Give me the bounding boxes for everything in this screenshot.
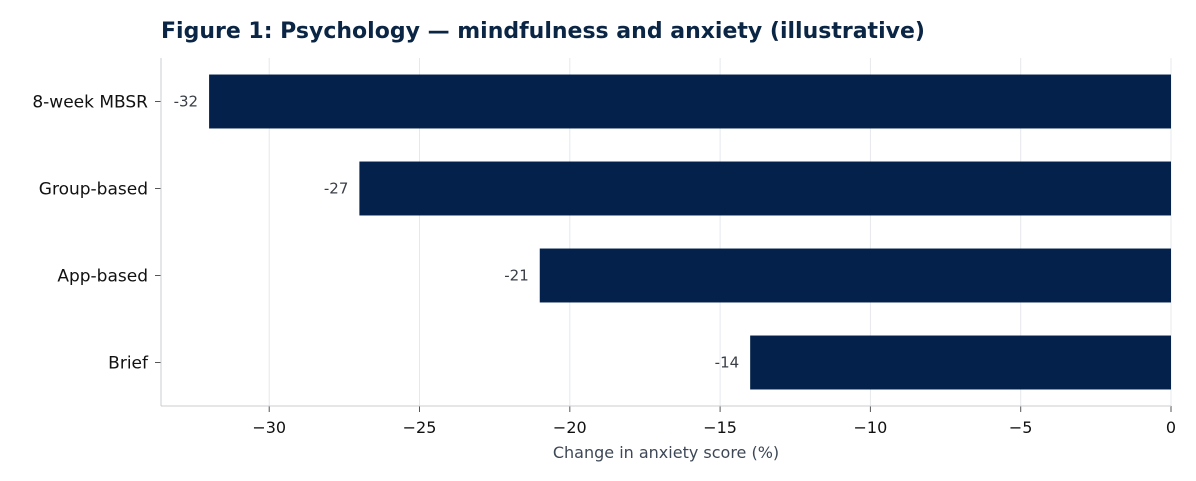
category-label: 8-week MBSR bbox=[32, 93, 148, 113]
category-label: Brief bbox=[108, 354, 149, 374]
data-label: -27 bbox=[324, 180, 349, 198]
data-label: -32 bbox=[174, 93, 199, 111]
bar bbox=[539, 248, 1171, 303]
x-tick-label: −30 bbox=[252, 418, 286, 437]
x-axis-label: Change in anxiety score (%) bbox=[553, 443, 779, 462]
data-label: -14 bbox=[715, 354, 740, 372]
x-tick-label: −15 bbox=[703, 418, 737, 437]
x-tick-label: −10 bbox=[854, 418, 888, 437]
x-tick-label: 0 bbox=[1166, 418, 1176, 437]
x-tick-label: −20 bbox=[553, 418, 587, 437]
chart-title: Figure 1: Psychology — mindfulness and a… bbox=[161, 19, 925, 44]
axes: −30 −25 −20 −15 −10 −5 0 8-week MBSR Group-based… bbox=[32, 58, 1176, 437]
bar bbox=[750, 335, 1171, 390]
category-label: App-based bbox=[57, 267, 148, 287]
bars: -32 -27 -21 -14 bbox=[174, 74, 1172, 390]
x-tick-label: −25 bbox=[403, 418, 437, 437]
category-label: Group-based bbox=[39, 180, 148, 200]
x-tick-label: −5 bbox=[1009, 418, 1033, 437]
data-label: -21 bbox=[504, 267, 529, 285]
bar bbox=[209, 74, 1172, 129]
bar bbox=[359, 161, 1172, 216]
